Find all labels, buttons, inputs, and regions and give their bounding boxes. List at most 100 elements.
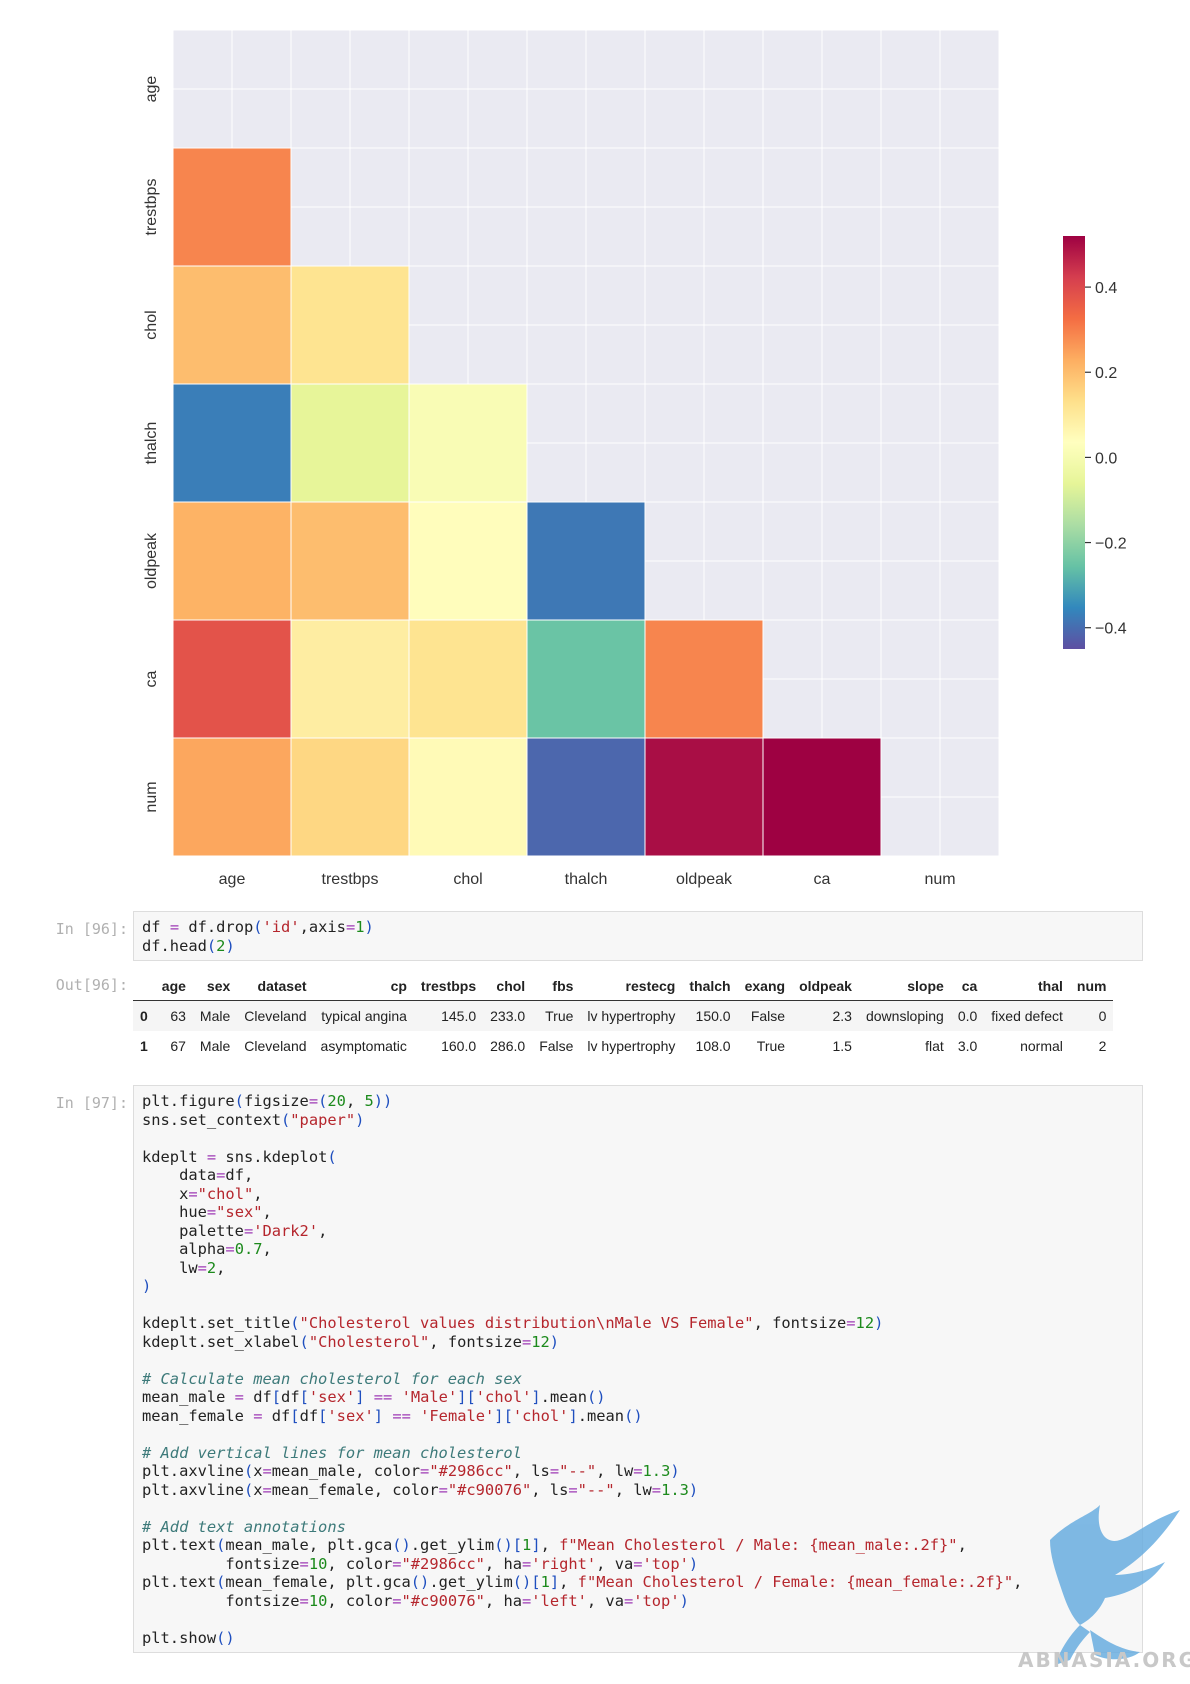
colorbar-tick-label: 0.2 [1095, 365, 1117, 382]
heatmap-cell-ca-thalch [526, 619, 646, 739]
heatmap-cell-thalch-chol [408, 383, 528, 503]
table-cell: normal [1020, 1038, 1063, 1054]
heatmap-cell-ca-trestbps [290, 619, 410, 739]
table-cell: flat [925, 1038, 944, 1054]
column-header: thal [984, 972, 1070, 1001]
table-cell: 286.0 [490, 1038, 526, 1054]
y-tick-label: num [143, 781, 160, 812]
column-header: ca [950, 972, 985, 1001]
column-header: chol [483, 972, 533, 1001]
x-tick-label: trestbps [322, 871, 379, 888]
y-tick-label: trestbps [143, 179, 160, 236]
table-row: 1 67 Male Cleveland asymptomatic 160.0 286.0 Fa… [133, 1031, 1113, 1061]
column-header [133, 972, 155, 1001]
column-header: slope [858, 972, 951, 1001]
column-header: restecg [580, 972, 683, 1001]
table-cell: downsloping [865, 1008, 944, 1024]
column-header: sex [192, 972, 238, 1001]
heatmap-cell-num-ca [762, 737, 882, 857]
y-tick-label: thalch [143, 422, 160, 465]
table-cell: Cleveland [244, 1038, 307, 1054]
correlation-heatmap: age trestbps chol thalch oldpeak ca num age tre… [143, 29, 1127, 888]
table-cell: False [539, 1038, 574, 1054]
x-tick-label: age [219, 871, 246, 888]
code-cell-96[interactable]: df = df.drop('id',axis=1) df.head(2) [133, 911, 1143, 961]
table-cell: 0.0 [957, 1008, 978, 1024]
table-cell: Male [199, 1038, 231, 1054]
column-header: thalch [682, 972, 738, 1001]
y-tick-label: chol [143, 310, 160, 339]
table-cell: True [756, 1038, 786, 1054]
code-block: plt.figure(figsize=(20, 5)) sns.set_cont… [142, 1092, 1023, 1647]
table-cell: lv hypertrophy [587, 1038, 676, 1054]
heatmap-cell-num-trestbps [290, 737, 410, 857]
y-tick-label: oldpeak [143, 532, 160, 589]
heatmap-cell-chol-age [172, 265, 292, 385]
table-cell: typical angina [321, 1008, 407, 1024]
table-cell: fixed defect [991, 1008, 1063, 1024]
table-cell: lv hypertrophy [587, 1008, 676, 1024]
code-cell-97[interactable]: plt.figure(figsize=(20, 5)) sns.set_cont… [133, 1085, 1143, 1653]
column-header: cp [313, 972, 414, 1001]
x-tick-label: chol [453, 871, 482, 888]
table-cell: True [545, 1008, 574, 1024]
heatmap-cell-ca-age [172, 619, 292, 739]
heatmap-cell-oldpeak-age [172, 501, 292, 621]
dataframe-output: age sex dataset cp trestbps chol fbs restecg tha… [133, 972, 1114, 1061]
colorbar-tick-label: −0.2 [1095, 536, 1127, 553]
y-tick-label: age [143, 76, 160, 103]
heatmap-cell-chol-trestbps [290, 265, 410, 385]
table-cell: 3.0 [957, 1038, 978, 1054]
output-prompt-96: Out[96]: [55, 976, 128, 994]
griffin-logo-icon [1050, 1505, 1180, 1665]
heatmap-cell-ca-chol [408, 619, 528, 739]
x-tick-label: ca [814, 871, 831, 888]
table-cell: 150.0 [695, 1008, 731, 1024]
table-cell: False [750, 1008, 786, 1024]
column-header: oldpeak [792, 972, 859, 1001]
colorbar-tick-label: 0.4 [1095, 280, 1117, 297]
table-cell: Cleveland [244, 1008, 307, 1024]
column-header: trestbps [413, 972, 484, 1001]
table-cell: 233.0 [490, 1008, 526, 1024]
x-tick-label: thalch [565, 871, 608, 888]
code-block: df = df.drop('id',axis=1) df.head(2) [142, 918, 374, 955]
table-cell: Male [199, 1008, 231, 1024]
colorbar-tick-label: −0.4 [1095, 621, 1127, 638]
table-cell: 108.0 [695, 1038, 731, 1054]
table-cell: 2 [1098, 1038, 1107, 1054]
column-header: dataset [237, 972, 314, 1001]
column-header: fbs [532, 972, 581, 1001]
table-cell: 63 [170, 1008, 186, 1024]
colorbar [1063, 236, 1085, 649]
heatmap-cell-num-age [172, 737, 292, 857]
input-prompt-96: In [96]: [55, 920, 128, 938]
watermark-text: ABNASIA.ORG [1018, 1648, 1190, 1672]
heatmap-cell-ca-oldpeak [644, 619, 764, 739]
column-header: exang [737, 972, 793, 1001]
x-tick-label: num [924, 871, 955, 888]
table-cell: 0 [1098, 1008, 1107, 1024]
heatmap-cell-trestbps-age [172, 147, 292, 267]
heatmap-cell-oldpeak-thalch [526, 501, 646, 621]
heatmap-cell-num-thalch [526, 737, 646, 857]
table-cell: asymptomatic [320, 1038, 407, 1054]
table-cell: 160.0 [441, 1038, 477, 1054]
heatmap-cell-thalch-age [172, 383, 292, 503]
heatmap-cell-oldpeak-chol [408, 501, 528, 621]
column-header: num [1069, 972, 1114, 1001]
heatmap-cell-oldpeak-trestbps [290, 501, 410, 621]
table-cell: 1.5 [832, 1038, 852, 1054]
table-row: 0 63 Male Cleveland typical angina 145.0 233.0… [133, 1000, 1114, 1031]
input-prompt-97: In [97]: [55, 1094, 128, 1112]
heatmap-cell-num-oldpeak [644, 737, 764, 857]
colorbar-tick-label: 0.0 [1095, 450, 1117, 467]
table-cell: 145.0 [441, 1008, 477, 1024]
table-cell: 2.3 [832, 1008, 852, 1024]
row-index: 0 [140, 1008, 148, 1024]
x-tick-label: oldpeak [676, 871, 733, 888]
row-index: 1 [140, 1038, 148, 1054]
y-tick-label: ca [143, 670, 160, 687]
column-header: age [154, 972, 193, 1001]
heatmap-cell-thalch-trestbps [290, 383, 410, 503]
